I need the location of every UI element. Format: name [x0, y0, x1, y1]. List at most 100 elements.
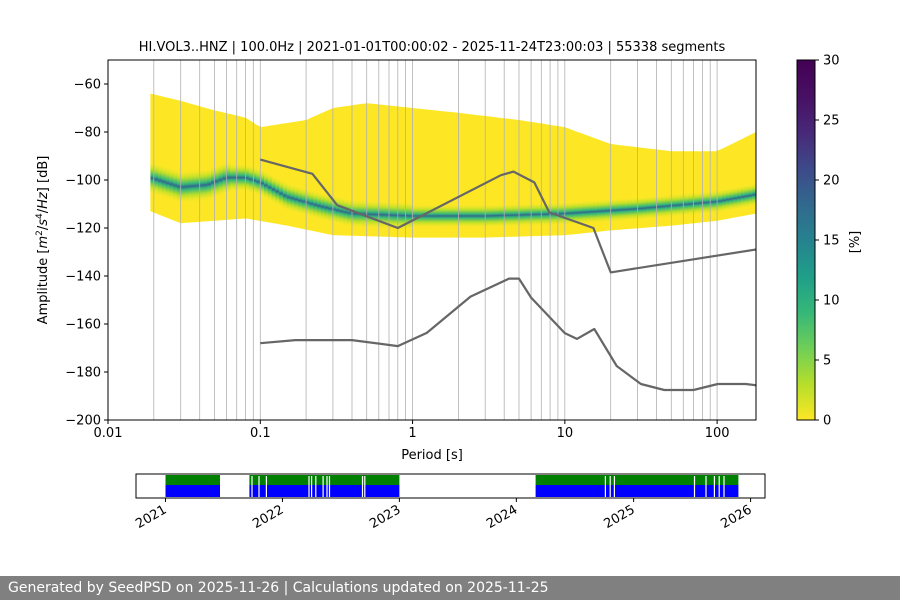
x-tick-label: 0.1 — [250, 426, 271, 441]
psd-band-cell — [721, 188, 727, 213]
psd-band-cell — [305, 188, 310, 217]
psd-band-cell — [256, 167, 261, 197]
psd-band-cell — [154, 162, 159, 197]
colorbar-tick-label: 30 — [823, 54, 840, 69]
psd-band-cell — [271, 175, 276, 204]
psd-band-cell — [434, 204, 439, 228]
y-axis-label-part: 2 — [35, 230, 45, 236]
psd-band-cell — [279, 179, 284, 208]
timeline-green-bar — [165, 475, 220, 485]
psd-band-cell — [184, 169, 189, 204]
footer-banner: Generated by SeedPSD on 2025-11-26 | Cal… — [0, 576, 900, 600]
psd-band-cell — [642, 196, 647, 221]
psd-band-cell — [475, 204, 481, 228]
psd-band-cell — [574, 200, 579, 225]
psd-band-cell — [286, 182, 292, 212]
psd-band-cell — [483, 204, 488, 228]
x-axis-ticks: 0.01 0.1 1 10 100 — [94, 420, 730, 441]
psd-band-cell — [233, 163, 239, 192]
psd-band-cell — [536, 202, 541, 227]
psd-band-cell — [438, 204, 443, 228]
psd-band-cell — [513, 203, 519, 228]
psd-band-cell — [544, 202, 549, 227]
psd-band-cell — [653, 195, 659, 220]
psd-band-cell — [464, 204, 469, 228]
psd-band-cell — [316, 191, 322, 221]
psd-band-cell — [619, 197, 625, 222]
psd-band-cell — [282, 181, 288, 210]
timeline-gaps — [251, 476, 725, 497]
y-axis-label-part: ] [dB] — [36, 156, 51, 193]
colorbar-tick-label: 25 — [823, 114, 840, 129]
psd-band-cell — [339, 196, 345, 226]
colorbar-tick-label: 5 — [823, 354, 831, 369]
plot-frame — [107, 59, 757, 421]
x-tick-label: 1 — [408, 426, 416, 441]
y-axis-label-part: Hz — [36, 191, 51, 209]
psd-band-cell — [298, 186, 303, 215]
psd-band-cell — [411, 204, 416, 228]
y-axis-ticks: −60 −80 −100 −120 −140 −160 −180 −200 — [65, 78, 108, 429]
psd-band-cell — [267, 173, 273, 202]
psd-band-cell — [540, 202, 545, 227]
vertical-grid — [107, 60, 718, 420]
psd-band-cell — [631, 197, 636, 222]
psd-band-cell — [369, 200, 375, 229]
colorbar-tick-label: 15 — [823, 234, 840, 249]
colorbar-tick-label: 0 — [823, 414, 831, 429]
y-axis-label-part: / — [36, 225, 51, 230]
psd-band-cell — [252, 166, 258, 195]
psd-band-cell — [415, 204, 420, 228]
psd-band-cell — [351, 199, 356, 228]
psd-band-cell — [237, 163, 242, 192]
y-axis-label: Amplitude [m2/s4/Hz] [dB] — [35, 156, 51, 325]
psd-band-cell — [294, 185, 299, 214]
psd-band-cell — [426, 204, 432, 228]
psd-band-cell — [494, 203, 500, 228]
psd-band-cell — [396, 201, 401, 230]
footer-text: Generated by SeedPSD on 2025-11-26 | Cal… — [8, 580, 549, 596]
colorbar-tick-label: 10 — [823, 294, 840, 309]
psd-band-cell — [385, 200, 390, 230]
psd-band-cell — [362, 199, 367, 229]
psd-band-cell — [752, 182, 756, 207]
psd-band-cell — [449, 204, 454, 228]
psd-band-cell — [460, 204, 466, 228]
noise-model-nhnm — [260, 158, 756, 274]
timeline-year-label: 2022 — [250, 502, 286, 532]
colorbar-tick-label: 20 — [823, 174, 840, 189]
noise-model-nlnm — [260, 277, 756, 392]
psd-band-cell — [229, 163, 235, 192]
psd-band-cell — [150, 161, 155, 195]
psd-band-cell — [392, 200, 398, 230]
noise-model-curves — [260, 158, 756, 392]
psd-band-cell — [714, 189, 719, 214]
psd-band-cell — [748, 183, 753, 208]
timeline-blue-bar — [165, 485, 220, 497]
psd-band-cell — [366, 199, 371, 229]
psd-band-cell — [593, 199, 598, 224]
psd-band-cell — [703, 190, 708, 215]
timeline-green-bar — [249, 475, 400, 485]
y-axis-label-part: 4 — [35, 213, 45, 219]
psd-band-cell — [328, 194, 333, 223]
psd-band-cell — [597, 199, 602, 224]
y-tick-label: −100 — [65, 174, 101, 189]
colorbar — [796, 59, 816, 421]
psd-band-cell — [687, 192, 693, 217]
psd-band-cell — [729, 187, 734, 211]
y-tick-label: −60 — [74, 78, 101, 93]
x-tick-label: 100 — [705, 426, 730, 441]
timeline-blue-bar — [535, 485, 739, 497]
timeline-year-label: 2026 — [718, 502, 754, 532]
psd-band-cell — [165, 166, 170, 200]
psd-band-cell — [570, 201, 575, 226]
psd-band-cell — [211, 165, 216, 200]
psd-band-cell — [324, 193, 329, 223]
psd-band-cell — [343, 197, 348, 227]
psd-band-cell — [615, 198, 621, 223]
psd-band-cell — [491, 203, 496, 228]
psd-band-cell — [578, 200, 583, 225]
psd-band-cell — [699, 191, 704, 215]
psd-band-cell — [472, 204, 477, 228]
